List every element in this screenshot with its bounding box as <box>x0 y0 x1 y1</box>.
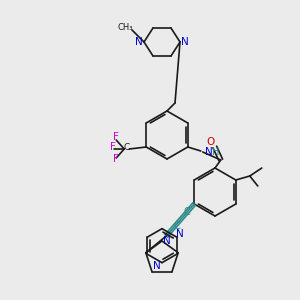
Text: F: F <box>113 132 119 142</box>
Text: N: N <box>163 236 171 246</box>
Text: C: C <box>123 143 129 152</box>
Text: C: C <box>174 221 181 231</box>
Text: N: N <box>181 37 189 47</box>
Text: N: N <box>176 229 184 239</box>
Text: O: O <box>207 137 215 147</box>
Text: F: F <box>113 154 119 164</box>
Text: CH₃: CH₃ <box>117 22 133 32</box>
Text: C: C <box>184 207 190 217</box>
Text: N: N <box>135 37 143 47</box>
Text: N: N <box>205 147 212 157</box>
Text: H: H <box>212 147 219 157</box>
Text: F: F <box>110 142 116 152</box>
Text: N: N <box>153 261 161 271</box>
